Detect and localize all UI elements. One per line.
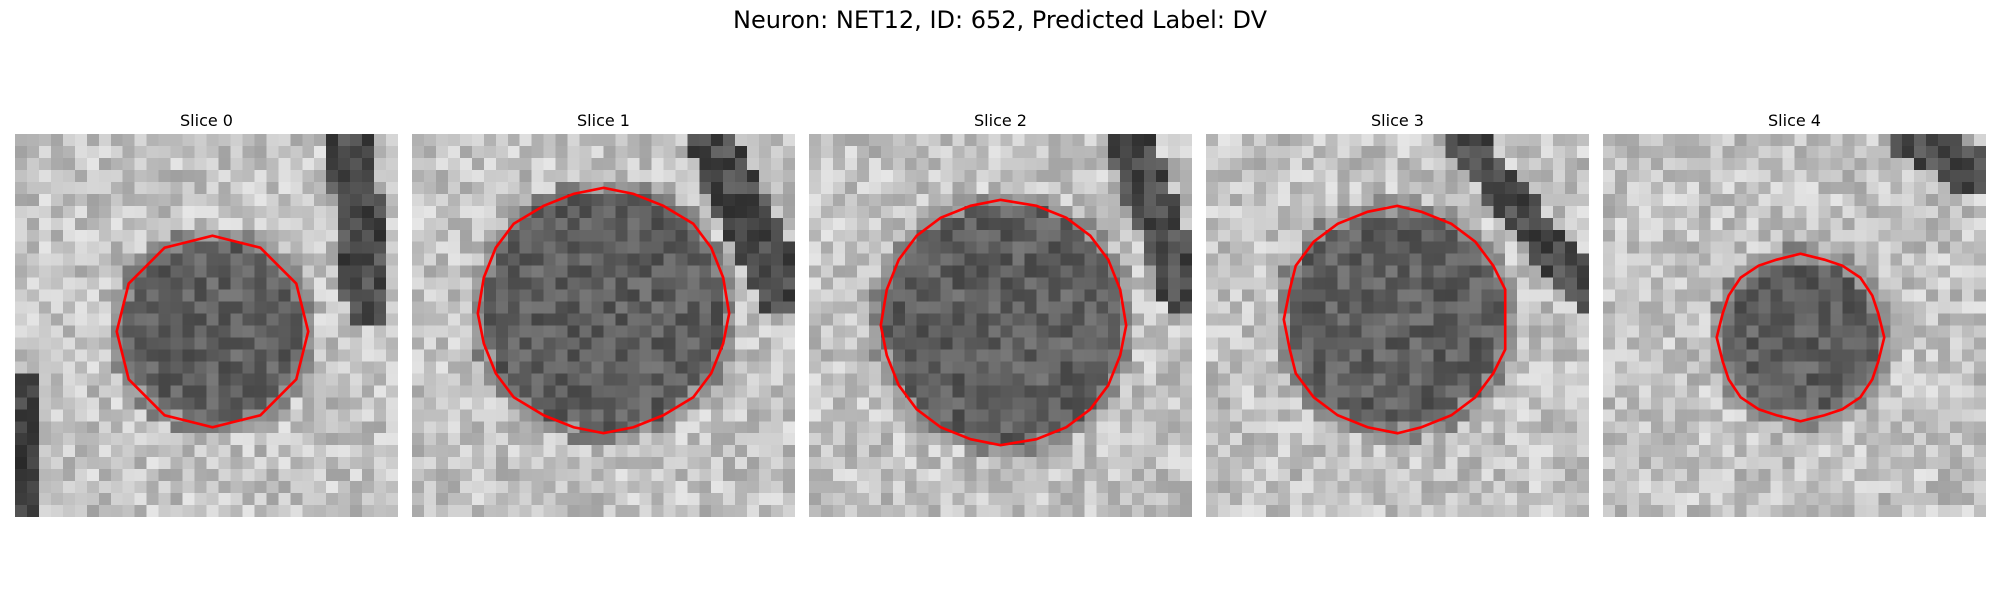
- segmentation-contour-1: [476, 186, 731, 435]
- slice-panel-3: Slice 3: [1206, 108, 1589, 517]
- slice-contour-layer-3: [1282, 204, 1507, 435]
- segmentation-contour-0: [115, 234, 310, 429]
- slice-title-2: Slice 2: [974, 111, 1027, 130]
- slice-contour-layer-0: [115, 234, 310, 429]
- slice-title-3: Slice 3: [1371, 111, 1424, 130]
- segmentation-contour-3: [1282, 204, 1507, 435]
- slice-contour-layer-1: [476, 186, 731, 435]
- slice-panel-2: Slice 2: [809, 108, 1192, 517]
- slice-pixels-0: [15, 134, 398, 517]
- slice-title-1: Slice 1: [577, 111, 630, 130]
- slice-panel-0: Slice 0: [15, 108, 398, 517]
- segmentation-contour-2: [879, 198, 1128, 447]
- slice-panel-1: Slice 1: [412, 108, 795, 517]
- slice-image-0: [15, 134, 398, 517]
- segmentation-contour-4: [1715, 252, 1886, 423]
- slice-pixels-2: [809, 134, 1192, 517]
- slice-title-0: Slice 0: [180, 111, 233, 130]
- slice-contour-layer-2: [879, 198, 1128, 447]
- slice-pixels-4: [1603, 134, 1986, 517]
- slice-image-1: [412, 134, 795, 517]
- figure-title: Neuron: NET12, ID: 652, Predicted Label:…: [732, 6, 1268, 34]
- slice-image-4: [1603, 134, 1986, 517]
- slice-pixels-1: [412, 134, 795, 517]
- slice-pixels-3: [1206, 134, 1589, 517]
- slice-contour-layer-4: [1715, 252, 1886, 423]
- slice-title-4: Slice 4: [1768, 111, 1821, 130]
- slice-panel-4: Slice 4: [1603, 108, 1986, 517]
- slice-image-3: [1206, 134, 1589, 517]
- slice-image-2: [809, 134, 1192, 517]
